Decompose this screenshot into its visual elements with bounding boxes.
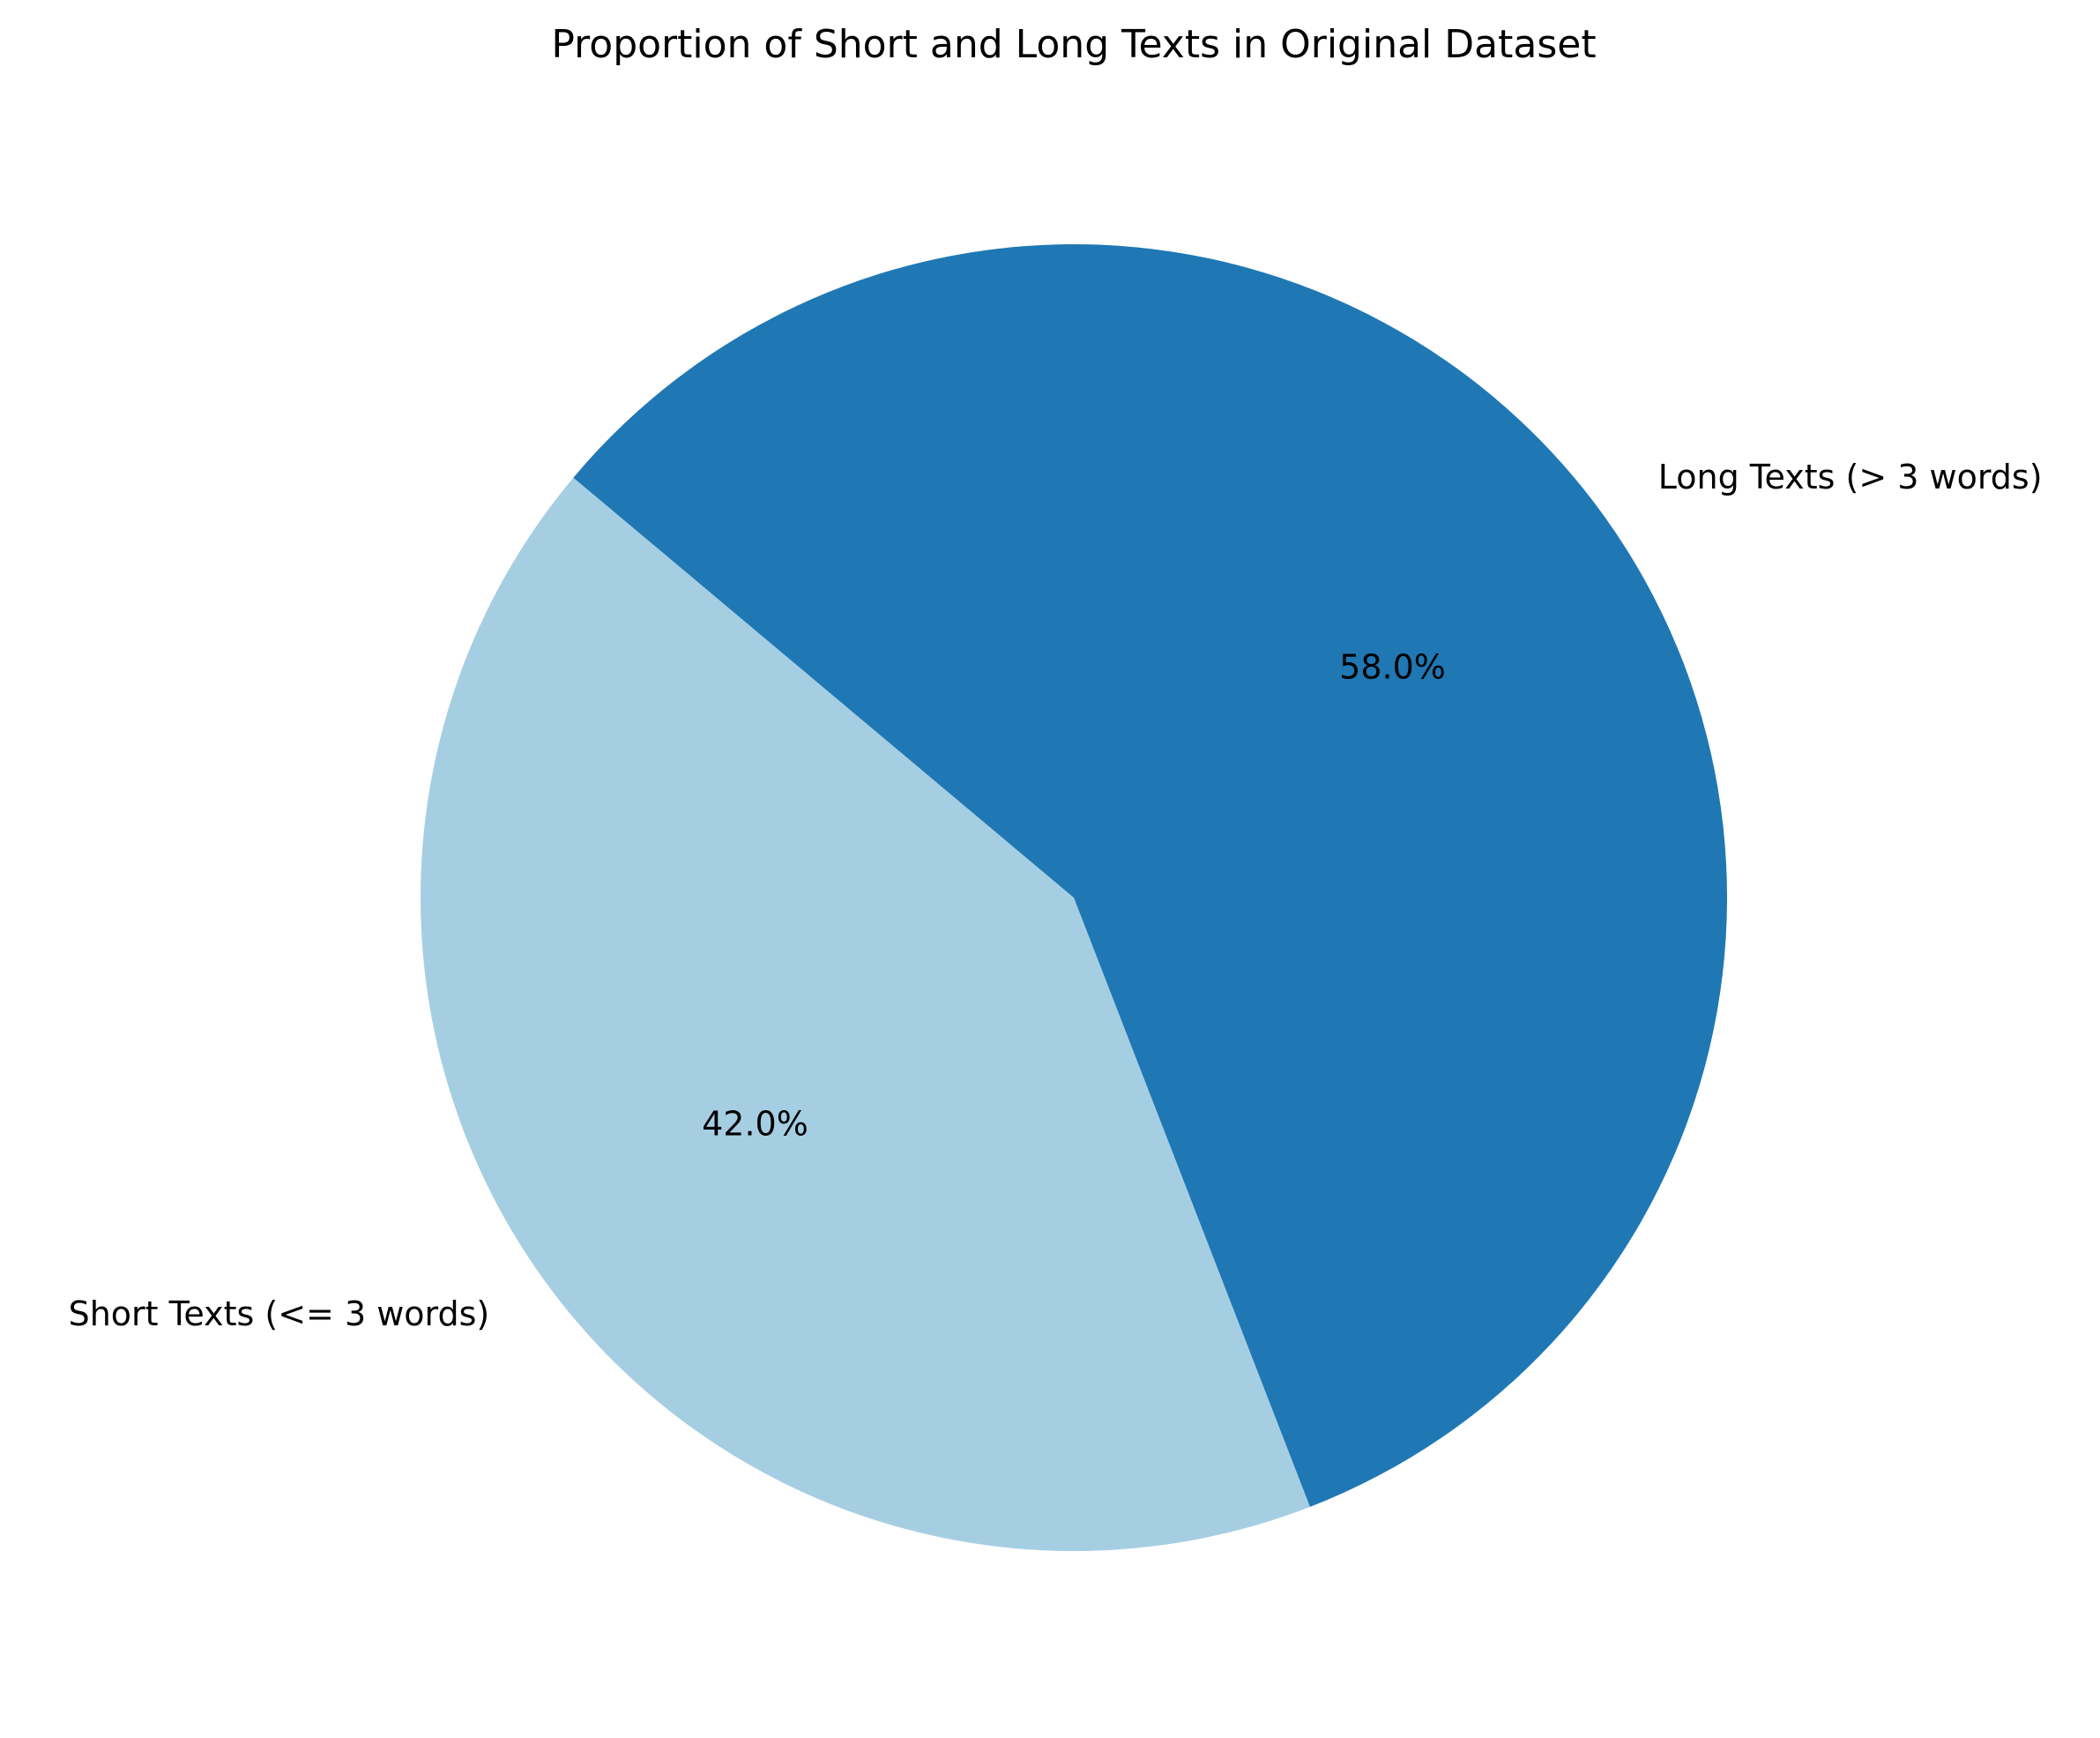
slice-label-1: Long Texts (> 3 words) [1658,458,2043,496]
slice-pct-label-1: 58.0% [1339,648,1446,687]
pie-slice-0 [421,477,1310,1552]
pie-slice-1 [573,243,1728,1507]
slice-label-0: Short Texts (<= 3 words) [69,1294,490,1333]
pie-labels: Short Texts (<= 3 words) 42.0% Long Texts … [69,458,2043,1333]
chart-title: Proportion of Short and Long Texts in Or… [551,22,1596,67]
pie-slices [421,243,1728,1552]
slice-pct-label-0: 42.0% [702,1104,808,1143]
